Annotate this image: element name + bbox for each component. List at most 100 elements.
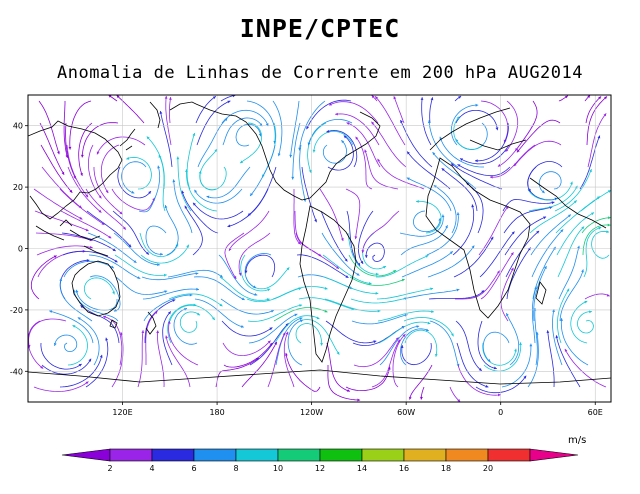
streamline-arrow xyxy=(546,330,550,333)
streamline xyxy=(215,357,259,388)
streamline-arrow xyxy=(344,258,348,262)
lon-tick-label: 60E xyxy=(588,408,603,417)
streamline xyxy=(362,232,387,270)
streamline xyxy=(173,308,198,345)
streamline-arrow xyxy=(541,190,545,194)
streamline-arrow xyxy=(606,293,610,297)
streamline-arrow xyxy=(193,202,196,206)
streamline xyxy=(426,212,459,256)
streamline-arrow xyxy=(416,325,420,328)
streamline xyxy=(428,290,485,300)
streamline xyxy=(377,310,434,322)
streamline-arrow xyxy=(425,255,429,258)
coastline-south-america xyxy=(299,205,357,363)
streamline xyxy=(116,95,145,124)
streamline xyxy=(89,275,121,312)
streamline xyxy=(144,299,176,343)
streamline-arrow xyxy=(401,278,405,282)
streamline xyxy=(555,335,581,388)
colorbar-swatch xyxy=(193,448,237,462)
streamline xyxy=(559,269,584,322)
streamline-arrow xyxy=(158,154,162,158)
streamline xyxy=(528,185,578,212)
streamline xyxy=(59,188,105,226)
streamline-arrow xyxy=(212,317,215,320)
streamline-arrow xyxy=(591,212,594,216)
colorbar-label: 10 xyxy=(273,464,283,473)
streamline xyxy=(62,250,118,263)
streamline-arrow xyxy=(232,95,236,98)
streamline xyxy=(580,189,611,212)
streamline xyxy=(39,122,65,175)
streamline-arrow xyxy=(167,321,171,324)
streamline-arrow xyxy=(529,343,533,347)
streamline-arrow xyxy=(460,158,463,161)
streamline xyxy=(457,364,501,396)
streamline-arrow xyxy=(427,120,431,124)
streamline xyxy=(196,100,231,146)
streamline-arrow xyxy=(123,226,126,230)
streamline xyxy=(482,342,517,366)
streamline xyxy=(241,341,278,388)
streamline-arrow xyxy=(80,173,83,176)
streamline xyxy=(483,342,522,372)
streamline xyxy=(115,276,168,295)
streamline xyxy=(327,365,361,401)
colorbar-swatch xyxy=(445,448,489,462)
streamline-arrow xyxy=(581,226,585,230)
streamline-arrow xyxy=(300,319,303,323)
streamline xyxy=(351,314,408,325)
streamline xyxy=(313,130,354,153)
streamline-arrow xyxy=(75,289,79,293)
lon-tick-label: 120W xyxy=(300,408,323,417)
streamline-arrow xyxy=(258,133,262,137)
streamline-arrow xyxy=(320,343,323,346)
streamline-arrow xyxy=(298,147,302,151)
streamline xyxy=(49,310,94,344)
streamline xyxy=(400,225,448,256)
streamline xyxy=(482,331,510,363)
streamline xyxy=(355,136,373,190)
streamline xyxy=(267,332,286,388)
streamline xyxy=(244,252,272,289)
streamline-arrow xyxy=(195,272,199,275)
streamline-arrow xyxy=(126,156,130,160)
streamline xyxy=(272,100,283,157)
streamline-arrow xyxy=(458,96,462,99)
streamline xyxy=(433,184,457,234)
streamline-arrow xyxy=(40,365,44,369)
streamline-arrow xyxy=(159,111,163,114)
streamline xyxy=(36,245,93,256)
streamline xyxy=(432,151,477,190)
streamline-arrow xyxy=(564,348,568,352)
streamline xyxy=(77,317,100,366)
streamline-arrow xyxy=(607,223,611,227)
streamline xyxy=(67,166,102,213)
streamline-arrow xyxy=(376,272,379,276)
streamline-arrow xyxy=(78,364,82,367)
streamline-arrow xyxy=(165,335,168,339)
streamline-arrow xyxy=(77,317,81,320)
streamline xyxy=(113,232,160,266)
streamline-arrow xyxy=(274,341,277,345)
streamline-arrow xyxy=(103,315,107,319)
colorbar-swatch xyxy=(487,448,531,462)
streamline-arrow xyxy=(326,129,330,133)
streamline-arrow xyxy=(478,368,482,371)
streamline-arrow xyxy=(347,389,350,392)
streamline xyxy=(299,100,326,151)
streamline-arrow xyxy=(451,163,454,167)
streamline-arrow xyxy=(475,159,478,163)
lon-tick-label: 60W xyxy=(397,408,415,417)
streamline xyxy=(459,144,510,165)
streamline xyxy=(322,254,372,285)
streamline xyxy=(73,289,119,322)
streamline-arrow xyxy=(324,286,328,290)
streamline xyxy=(586,96,608,146)
streamline xyxy=(376,288,434,300)
streamline-arrow xyxy=(603,113,607,117)
streamline-arrow xyxy=(490,236,494,240)
streamline-arrow xyxy=(172,179,176,183)
streamline xyxy=(376,255,429,278)
streamline-arrow xyxy=(371,95,375,99)
